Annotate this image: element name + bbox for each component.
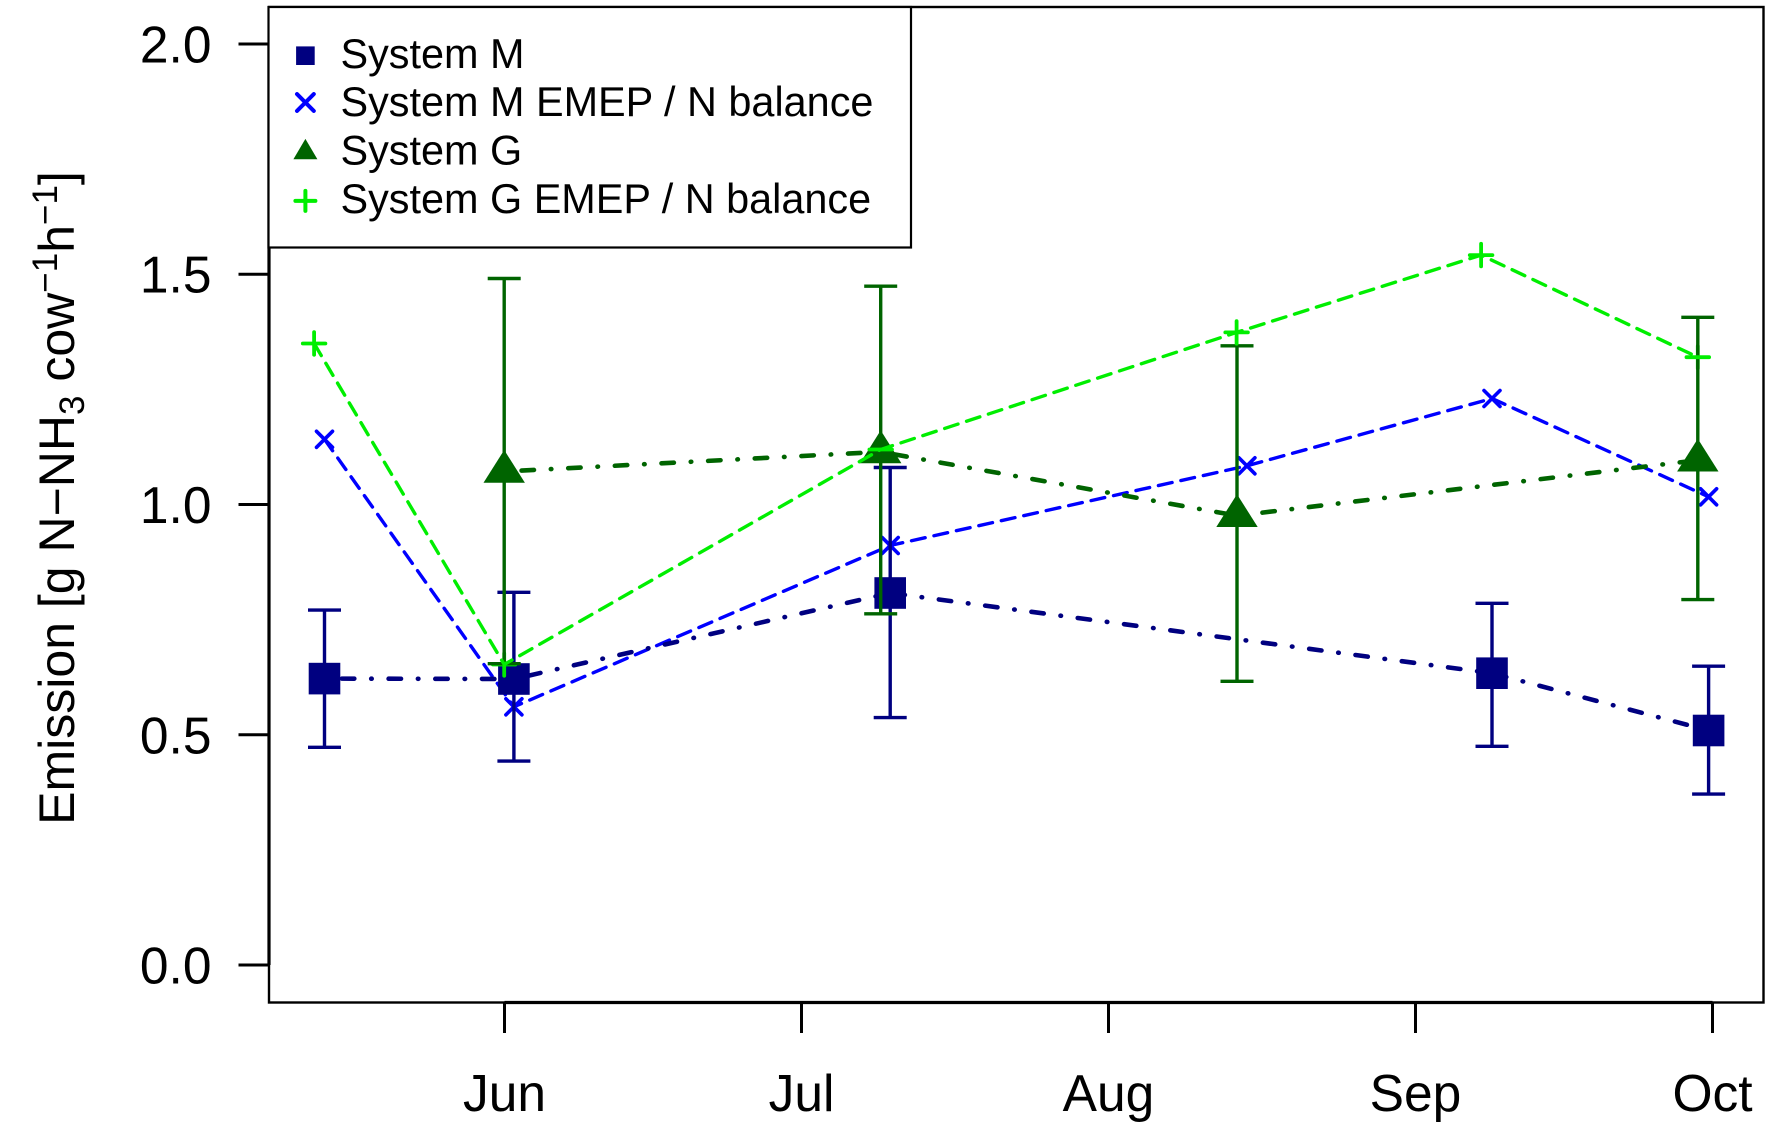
svg-text:System M: System M (341, 31, 525, 77)
svg-text:Oct: Oct (1672, 1064, 1752, 1122)
svg-text:1.5: 1.5 (140, 246, 212, 304)
svg-text:2.0: 2.0 (140, 16, 212, 74)
svg-text:1.0: 1.0 (140, 476, 212, 534)
svg-text:Jun: Jun (463, 1064, 546, 1122)
svg-text:Sep: Sep (1370, 1064, 1462, 1122)
svg-text:System M EMEP / N balance: System M EMEP / N balance (341, 79, 874, 125)
svg-text:Jul: Jul (769, 1064, 835, 1122)
svg-text:Aug: Aug (1063, 1064, 1155, 1122)
svg-text:System G: System G (341, 128, 523, 174)
svg-text:System G EMEP / N balance: System G EMEP / N balance (341, 176, 872, 222)
svg-text:0.0: 0.0 (140, 937, 212, 995)
svg-text:0.5: 0.5 (140, 706, 212, 764)
